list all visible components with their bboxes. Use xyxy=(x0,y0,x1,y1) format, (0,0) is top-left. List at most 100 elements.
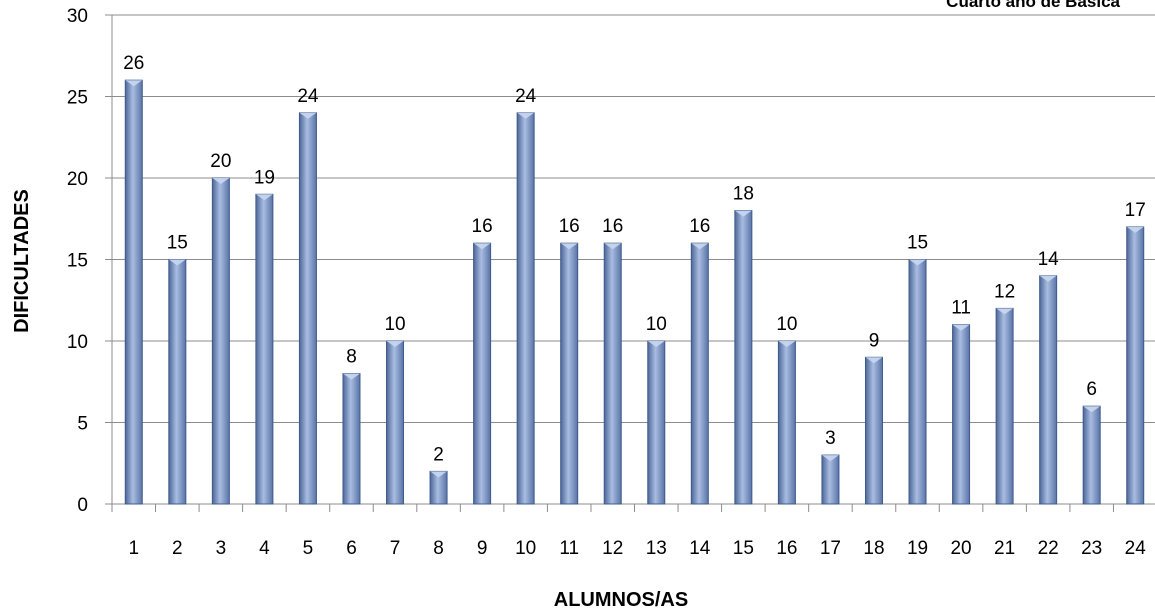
x-tick-label: 5 xyxy=(303,538,314,559)
data-label: 16 xyxy=(602,216,623,237)
bar xyxy=(1039,275,1058,505)
bar xyxy=(560,242,579,505)
data-label: 15 xyxy=(167,233,188,254)
data-label: 8 xyxy=(346,347,357,368)
bar xyxy=(908,259,927,505)
bar xyxy=(603,242,622,505)
bar-top-bevel xyxy=(125,80,143,87)
x-tick-label: 18 xyxy=(863,538,884,559)
bar xyxy=(1082,405,1101,505)
y-tick-label: 0 xyxy=(77,495,88,516)
gridlines xyxy=(112,14,1155,423)
data-label: 16 xyxy=(472,216,493,237)
bar-top-bevel xyxy=(821,455,839,462)
bar-top-bevel xyxy=(734,210,752,217)
y-tick-label: 15 xyxy=(67,251,88,272)
data-label: 2 xyxy=(433,444,444,465)
x-tick-label: 15 xyxy=(733,538,754,559)
data-label: 11 xyxy=(951,298,971,319)
x-tick-label: 23 xyxy=(1081,538,1102,559)
bar-top-bevel xyxy=(212,178,230,184)
bars xyxy=(124,79,1145,505)
data-label: 19 xyxy=(254,167,275,188)
x-tick-label: 17 xyxy=(820,538,841,559)
data-label: 3 xyxy=(825,428,836,449)
x-tick-label: 4 xyxy=(259,538,270,559)
bar xyxy=(864,356,883,505)
y-axis-title: DIFICULTADES xyxy=(11,189,33,333)
bar xyxy=(952,324,971,505)
bar xyxy=(821,454,840,505)
bar xyxy=(342,373,361,505)
bar-top-bevel xyxy=(604,243,622,250)
bar-top-bevel xyxy=(168,259,186,266)
data-label: 16 xyxy=(689,216,710,237)
x-tick-labels: 1 2 3 4 5 6 7 8 9 10 11 12 13 14 15 16 17 18 19 20 21 22 23 24 xyxy=(128,538,1146,559)
data-label: 12 xyxy=(994,281,1015,302)
bar xyxy=(647,340,666,505)
data-label: 10 xyxy=(646,314,667,335)
bar-top-bevel xyxy=(386,341,404,347)
chart-title: Cuarto año de Básica xyxy=(946,0,1120,11)
axes xyxy=(105,14,1155,512)
data-label: 24 xyxy=(297,86,319,107)
bar xyxy=(1126,226,1145,505)
x-tick-label: 1 xyxy=(128,538,139,559)
bar xyxy=(995,307,1014,505)
data-label: 6 xyxy=(1086,379,1097,400)
bar xyxy=(516,112,535,505)
bar-top-bevel xyxy=(299,112,317,119)
bar-top-bevel xyxy=(517,112,535,119)
bar xyxy=(124,79,143,505)
bar-top-bevel xyxy=(691,243,709,250)
x-tick-label: 14 xyxy=(689,538,711,559)
x-tick-label: 6 xyxy=(346,538,357,559)
y-tick-labels: 0 5 10 15 20 25 30 xyxy=(67,6,88,516)
x-tick-label: 21 xyxy=(994,538,1015,559)
data-label: 9 xyxy=(869,330,880,351)
data-label: 10 xyxy=(384,314,405,335)
bar xyxy=(734,210,753,505)
data-label: 16 xyxy=(559,216,580,237)
bar-top-bevel xyxy=(1039,275,1057,282)
data-label: 24 xyxy=(515,86,537,107)
bar xyxy=(386,340,405,505)
data-label: 14 xyxy=(1038,249,1060,270)
data-label: 18 xyxy=(733,184,754,205)
bar xyxy=(211,177,230,505)
bar-top-bevel xyxy=(647,341,665,347)
x-tick-label: 7 xyxy=(390,538,401,559)
bar-top-bevel xyxy=(430,471,448,478)
data-label: 15 xyxy=(907,233,928,254)
bar-top-bevel xyxy=(952,324,970,331)
bar xyxy=(777,340,796,505)
x-tick-label: 22 xyxy=(1038,538,1059,559)
data-label: 10 xyxy=(776,314,797,335)
x-tick-label: 2 xyxy=(172,538,183,559)
y-tick-label: 30 xyxy=(67,6,88,27)
bar-top-bevel xyxy=(1083,406,1101,413)
bar-top-bevel xyxy=(996,308,1014,315)
x-tick-label: 8 xyxy=(433,538,444,559)
data-labels: 26 15 20 19 24 8 10 2 16 24 16 16 10 16 18 10 3 9 15 11 12 14… xyxy=(123,53,1146,465)
bar-top-bevel xyxy=(560,243,578,250)
y-tick-label: 25 xyxy=(67,88,88,109)
x-tick-label: 19 xyxy=(907,538,928,559)
y-tick-label: 10 xyxy=(67,332,88,353)
bar-top-bevel xyxy=(473,243,491,250)
bar-top-bevel xyxy=(865,357,883,364)
x-tick-label: 10 xyxy=(515,538,536,559)
x-tick-label: 11 xyxy=(559,538,579,559)
bar xyxy=(690,242,709,505)
x-tick-label: 13 xyxy=(646,538,667,559)
bar xyxy=(255,193,274,505)
bar-top-bevel xyxy=(778,341,796,347)
data-label: 20 xyxy=(210,151,231,172)
x-tick-label: 20 xyxy=(950,538,971,559)
data-label: 17 xyxy=(1125,200,1146,221)
x-tick-label: 9 xyxy=(477,538,488,559)
x-axis-title: ALUMNOS/AS xyxy=(554,589,688,611)
data-label: 26 xyxy=(123,53,144,74)
bar xyxy=(298,112,317,505)
